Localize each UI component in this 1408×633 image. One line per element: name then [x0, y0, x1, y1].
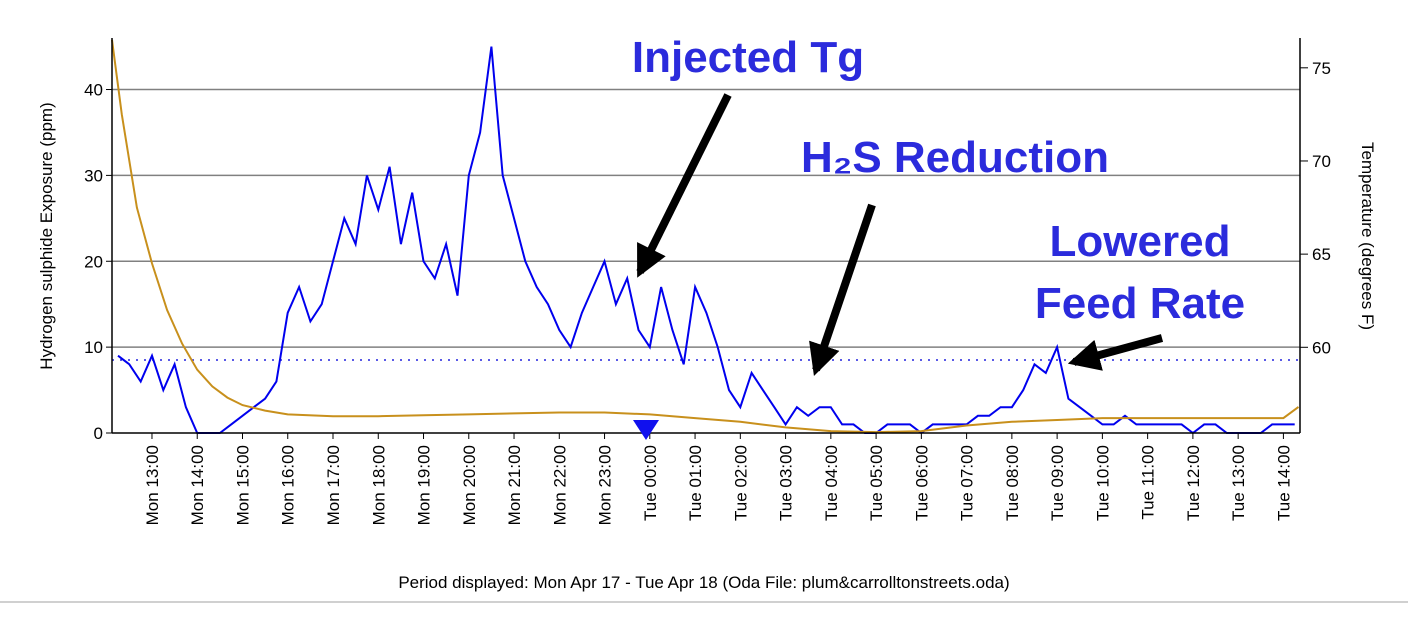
y2-tick-label: 70: [1312, 152, 1331, 171]
x-tick-label: Tue 04:00: [822, 445, 841, 521]
x-tick-label: Tue 06:00: [912, 445, 931, 521]
x-tick-label: Tue 01:00: [686, 445, 705, 521]
annotation: Injected Tg: [632, 33, 864, 82]
annotation: Feed Rate: [1035, 279, 1245, 328]
x-tick-label: Mon 16:00: [279, 445, 298, 525]
arrow: [1067, 334, 1164, 371]
x-tick-label: Tue 00:00: [641, 445, 660, 521]
x-tick-label: Mon 21:00: [505, 445, 524, 525]
y2-tick-label: 60: [1312, 338, 1331, 357]
x-tick-label: Tue 10:00: [1093, 445, 1112, 521]
x-tick-label: Mon 23:00: [596, 445, 615, 525]
x-tick-label: Mon 14:00: [188, 445, 207, 525]
plot: 0 10 20 30 40 60 65 70 75 Mon 13:00 Mon 14:00 Mon 1…: [84, 38, 1331, 525]
data-line: [111, 39, 1300, 434]
x-tick-label: Tue 09:00: [1048, 445, 1067, 521]
y2-tick-label: 75: [1312, 59, 1331, 78]
x-tick-label: Tue 07:00: [958, 445, 977, 521]
x-tick-label: Mon 18:00: [369, 445, 388, 525]
x-tick-label: Mon 20:00: [460, 445, 479, 525]
x-tick-label: Tue 12:00: [1184, 445, 1203, 521]
x-tick-label: Tue 02:00: [731, 445, 750, 521]
y-axis-label: Hydrogen sulphide Exposure (ppm): [37, 102, 56, 369]
x-tick-label: Mon 19:00: [415, 445, 434, 525]
y-tick-label: 40: [84, 81, 103, 100]
footer: Period displayed: Mon Apr 17 - Tue Apr 1…: [398, 573, 1009, 592]
x-tick-label: Tue 13:00: [1229, 445, 1248, 521]
y2-axis-label: Temperature (degrees F): [1358, 142, 1377, 330]
x-tick-label: Tue 08:00: [1003, 445, 1022, 521]
x-tick-label: Mon 15:00: [233, 445, 252, 525]
y-tick-label: 10: [84, 338, 103, 357]
y-tick-label: 0: [94, 424, 103, 443]
annotation: H₂S Reduction: [801, 133, 1109, 182]
arrow: [636, 93, 732, 278]
y-tick-label: 30: [84, 166, 103, 185]
marker-triangle: [633, 420, 659, 440]
x-tick-label: Mon 22:00: [550, 445, 569, 525]
x-tick-label: Tue 14:00: [1274, 445, 1293, 521]
data-line: [117, 46, 1295, 435]
x-tick-label: Tue 03:00: [777, 445, 796, 521]
x-tick-label: Tue 05:00: [867, 445, 886, 521]
y-tick-label: 20: [84, 252, 103, 271]
annotation: Lowered: [1050, 217, 1231, 266]
x-tick-label: Tue 11:00: [1139, 445, 1158, 520]
y2-tick-label: 65: [1312, 245, 1331, 264]
arrow: [809, 203, 876, 377]
x-tick-label: Mon 13:00: [143, 445, 162, 525]
x-tick-label: Mon 17:00: [324, 445, 343, 525]
